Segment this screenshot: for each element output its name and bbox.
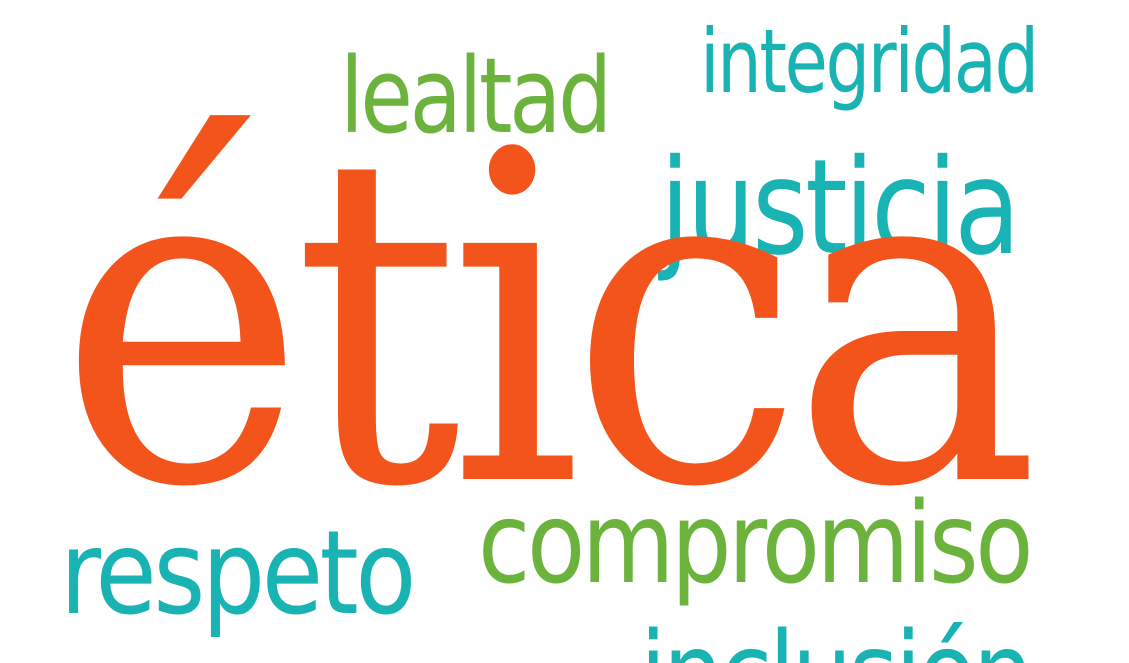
word-respeto: respeto xyxy=(60,506,416,641)
word-etica: ética xyxy=(58,58,1040,587)
word-lealtad: lealtad xyxy=(340,35,612,157)
word-inclusion: inclusión xyxy=(640,618,1033,663)
word-compromiso: compromiso xyxy=(478,479,1033,609)
word-integridad: integridad xyxy=(700,10,1039,113)
word-justicia: justicia xyxy=(660,131,1021,285)
